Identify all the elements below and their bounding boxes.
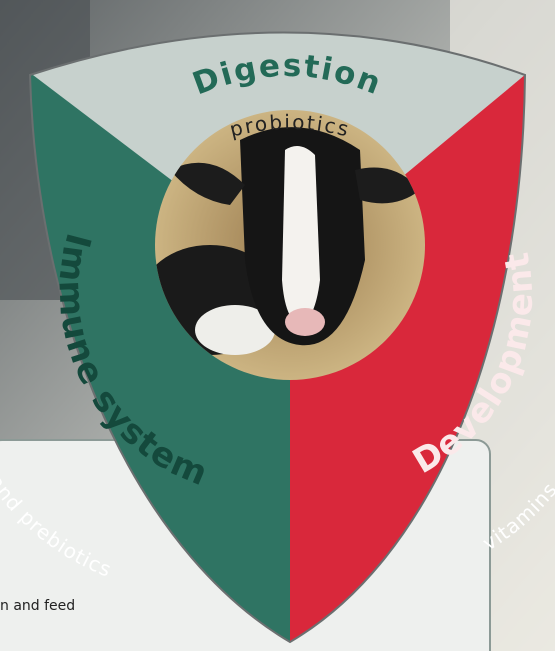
text-box-text: n and feed — [0, 598, 75, 614]
infographic: n and feed Digestion Immune system Devel… — [0, 0, 555, 651]
